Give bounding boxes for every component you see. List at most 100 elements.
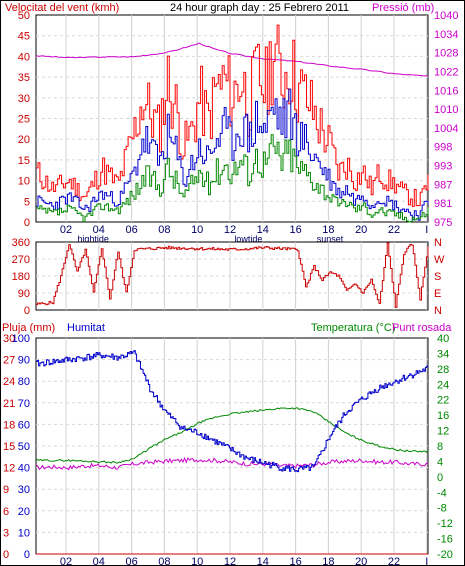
rain-tick-label: 6 [3,506,9,518]
wind-direction-tick-label: 360 [12,237,30,249]
wind-direction-degrees-axis: 0 90 180 270 360 [12,237,30,317]
chart-title: 24 hour graph day : 25 Febrero 2011 [170,2,349,14]
time-tick-label: 08 [158,556,170,566]
wind-direction-plot-area [35,241,429,311]
time-tick-label: 16 [289,556,301,566]
wind-speed-tick-label: 0 [24,217,30,229]
rain-tick-label: 27 [3,355,15,367]
humidity-tick-label: 20 [18,506,30,518]
time-tick-label: 04 [93,556,105,566]
temperature-axis-label: Temperatura (°C) [311,322,395,334]
event-marker-lowtide: lowtide [234,234,262,244]
wind-speed-tick-label: 35 [18,72,30,84]
pressure-tick-label: 987 [434,179,452,191]
temperature-tick-label: 16 [437,410,449,422]
time-tick-label: 18 [322,224,334,236]
event-marker-hightide: hightide [77,234,109,244]
time-tick-label: 06 [125,224,137,236]
compass-tick-label: W [434,254,445,266]
pressure-tick-label: 993 [434,161,452,173]
rain-tick-label: 9 [3,484,9,496]
rain-axis-label: Pluja (mm) [2,322,55,334]
dew-point-axis-label: Punt rosada [392,322,452,334]
rain-tick-label: 3 [3,527,9,539]
humidity-temperature-series [35,350,429,555]
time-tick-label: 22 [388,224,400,236]
temperature-tick-label: -20 [437,549,453,561]
compass-tick-label: S [434,271,441,283]
temperature-tick-label: -16 [437,534,453,546]
humidity-tick-label: 70 [18,398,30,410]
wind-speed-tick-label: 15 [18,155,30,167]
pressure-tick-label: 1016 [434,85,458,97]
compass-tick-label: N [434,237,442,249]
time-tick-label: 14 [257,556,269,566]
humidity-axis: 0 10 20 30 40 50 60 70 80 90 100 [12,333,30,561]
humidity-tick-label: 0 [24,549,30,561]
wind-direction-tick-label: 180 [12,271,30,283]
humidity-tick-label: 40 [18,463,30,475]
humidity-temperature-grid [36,338,428,554]
pressure-tick-label: 1022 [434,66,458,78]
wind-direction-tick-label: 0 [24,305,30,317]
humidity-tick-label: 30 [18,484,30,496]
humidity-tick-label: 60 [18,419,30,431]
time-tick-label: 10 [191,556,203,566]
temperature-tick-label: 40 [437,333,449,345]
humidity-tick-label: 10 [18,527,30,539]
temperature-tick-label: 28 [437,364,449,376]
temperature-tick-label: -4 [437,487,447,499]
humidity-axis-label: Humitat [67,322,105,334]
time-tick-label: 08 [158,224,170,236]
wind-direction-tick-label: 90 [18,288,30,300]
wind-direction-tick-label: 270 [12,254,30,266]
pressure-tick-label: 975 [434,217,452,229]
rain-tick-label: 15 [3,441,15,453]
dew-point-line [35,456,429,471]
rain-axis: 0 3 6 9 12 15 18 21 24 27 30 [3,333,15,561]
compass-tick-label: N [434,305,442,317]
rain-tick-label: 30 [3,333,15,345]
pressure-tick-label: 1010 [434,104,458,116]
wind-speed-tick-label: 5 [24,196,30,208]
temperature-tick-label: -12 [437,518,453,530]
time-tick-label: 02 [60,556,72,566]
wind-speed-axis: 0 5 10 15 20 25 30 35 40 45 50 [18,10,30,229]
wind-speed-tick-label: 30 [18,93,30,105]
wind-speed-tick-label: 50 [18,10,30,22]
wind-speed-line [36,88,429,221]
time-tick-label: 22 [388,556,400,566]
wind-speed-tick-label: 40 [18,51,30,63]
wind-direction-line [36,242,429,308]
pressure-axis-label: Pressió (mb) [372,2,434,14]
time-tick-label: 20 [355,224,367,236]
temperature-axis: -20 -16 -12 -8 -4 0 4 8 12 16 22 24 28 34 40 [437,333,453,561]
temperature-tick-label: -8 [437,503,447,515]
time-tick-label: I [425,224,428,236]
time-tick-label: 12 [224,556,236,566]
pressure-axis: 975 981 987 993 998 1004 1010 1016 1022 1028 1034 1… [434,10,458,229]
wind-gust-line [36,24,429,207]
pressure-tick-label: 1004 [434,123,458,135]
time-tick-label: 14 [257,224,269,236]
time-tick-label: 16 [289,224,301,236]
rain-tick-label: 12 [3,463,15,475]
time-tick-label: 12 [224,224,236,236]
wind-pressure-grid [36,15,428,222]
time-tick-label: 04 [93,224,105,236]
time-tick-label: 20 [355,556,367,566]
pressure-tick-label: 1034 [434,29,458,41]
wind-speed-tick-label: 25 [18,114,30,126]
temperature-tick-label: 22 [437,395,449,407]
rain-tick-label: 0 [3,549,9,561]
time-tick-label: 10 [191,224,203,236]
rain-tick-label: 21 [3,398,15,410]
temperature-tick-label: 12 [437,426,449,438]
temperature-tick-label: 8 [437,441,443,453]
pressure-tick-label: 1040 [434,10,458,22]
temperature-tick-label: 0 [437,472,443,484]
